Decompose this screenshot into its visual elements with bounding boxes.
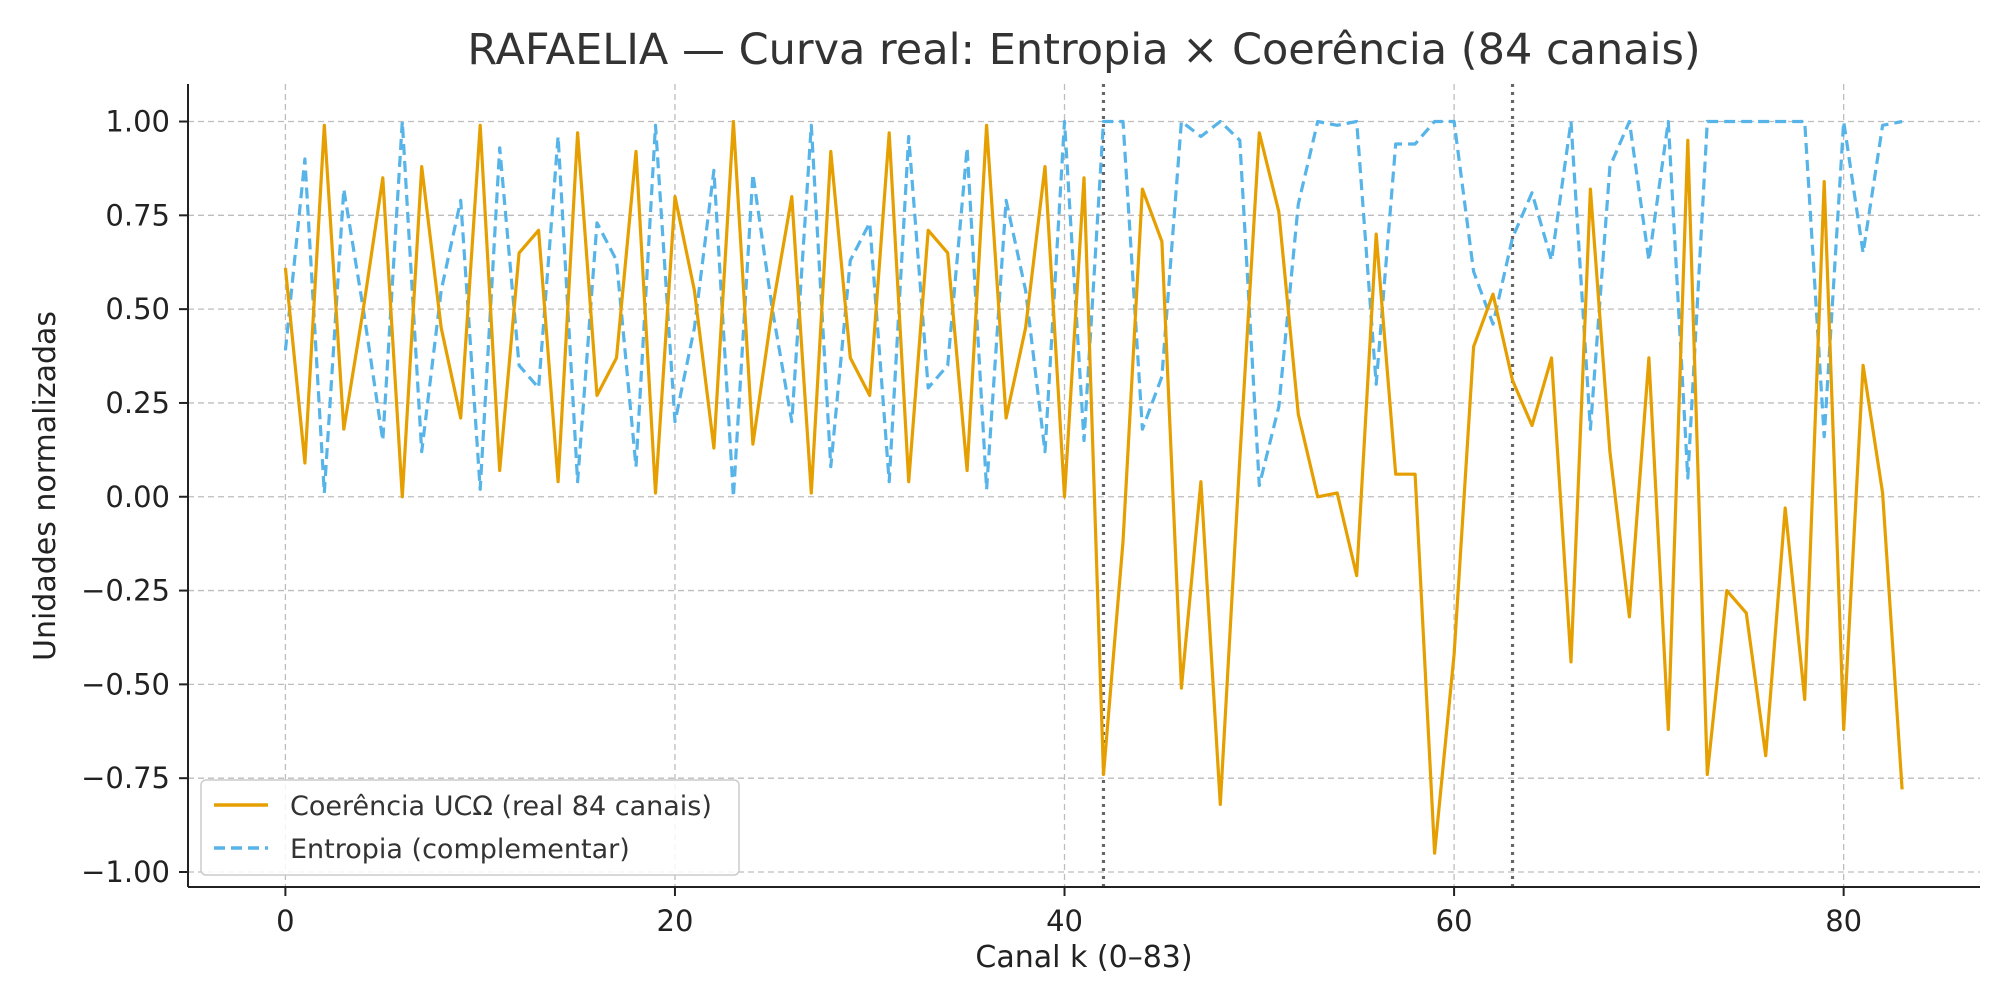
y-tick-label: −0.75 <box>81 761 170 795</box>
x-tick-label: 60 <box>1436 904 1473 938</box>
series-line-entropia <box>283 119 1903 499</box>
y-tick-label: 0.75 <box>105 198 170 232</box>
axes <box>187 84 1980 888</box>
y-axis-label: Unidades normalizadas <box>28 311 63 661</box>
legend-label-coerencia: Coerência UCΩ (real 84 canais) <box>290 791 712 822</box>
legend-box <box>200 779 740 876</box>
x-tick-label: 20 <box>657 904 694 938</box>
y-tick-label: 0.00 <box>105 480 170 514</box>
y-tick-label: 0.25 <box>105 386 170 420</box>
y-tick-label: −1.00 <box>81 855 170 889</box>
series-lines <box>283 119 1904 855</box>
y-tick-label: −0.50 <box>81 667 170 701</box>
y-tick-label: 0.50 <box>105 292 170 326</box>
ticks: −1.00 −0.75 −0.50 −0.25 0.00 0.25 0.50 0.75 1.00… <box>81 105 1862 938</box>
y-tick-label: −0.25 <box>81 574 170 608</box>
x-tick-label: 0 <box>276 904 294 938</box>
y-tick-label: 1.00 <box>105 105 170 139</box>
x-tick-label: 80 <box>1825 904 1862 938</box>
series-line-coerencia <box>283 119 1904 855</box>
reference-lines <box>1101 84 1515 887</box>
x-tick-label: 40 <box>1046 904 1083 938</box>
x-axis-label: Canal k (0–83) <box>975 940 1192 975</box>
grid-lines <box>188 84 1980 887</box>
legend-label-entropia: Entropia (complementar) <box>290 834 630 865</box>
chart-title: RAFAELIA — Curva real: Entropia × Coerên… <box>467 25 1700 75</box>
legend: Coerência UCΩ (real 84 canais) Entropia … <box>200 779 740 876</box>
